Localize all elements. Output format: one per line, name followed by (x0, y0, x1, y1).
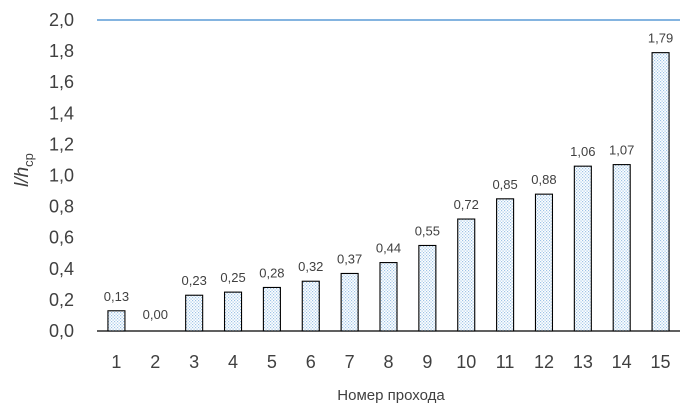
x-tick-label: 13 (573, 352, 593, 372)
data-label: 0,25 (220, 270, 245, 285)
data-label: 0,28 (259, 265, 284, 280)
x-tick-label: 6 (306, 352, 316, 372)
data-label: 0,85 (492, 177, 517, 192)
data-label: 0,88 (531, 172, 556, 187)
bar (497, 199, 514, 331)
data-label: 0,32 (298, 259, 323, 274)
y-tick-label: 1,2 (49, 134, 74, 154)
data-label: 1,07 (609, 143, 634, 158)
y-tick-label: 2,0 (49, 10, 74, 30)
data-label: 0,37 (337, 251, 362, 266)
y-axis-title-subscript: ср (21, 153, 36, 167)
data-label: 1,06 (570, 144, 595, 159)
bar (380, 263, 397, 331)
bar (574, 166, 591, 331)
x-tick-label: 5 (267, 352, 277, 372)
data-label: 0,00 (143, 307, 168, 322)
x-tick-label: 10 (456, 352, 476, 372)
x-tick-label: 11 (496, 352, 515, 372)
bar (535, 194, 552, 331)
bar (341, 273, 358, 331)
y-axis-title: l/hср (12, 153, 36, 187)
x-tick-label: 15 (651, 352, 671, 372)
bar (302, 281, 319, 331)
bar (613, 165, 630, 331)
y-tick-label: 1,0 (49, 166, 74, 186)
data-label: 0,55 (415, 223, 440, 238)
y-tick-label: 0,8 (49, 197, 74, 217)
x-tick-label: 7 (345, 352, 355, 372)
x-tick-label: 3 (189, 352, 199, 372)
bars (108, 53, 669, 331)
x-tick-label: 2 (150, 352, 160, 372)
x-tick-label: 9 (422, 352, 432, 372)
y-axis-title-main: l/h (12, 167, 33, 187)
data-label: 0,44 (376, 241, 401, 256)
y-tick-label: 0,0 (49, 321, 74, 341)
y-tick-label: 0,4 (49, 259, 74, 279)
x-tick-label: 1 (111, 352, 121, 372)
data-label: 0,13 (104, 289, 129, 304)
x-axis-title: Номер прохода (337, 387, 445, 404)
bar (419, 245, 436, 331)
bar (458, 219, 475, 331)
y-tick-label: 0,6 (49, 228, 74, 248)
y-tick-label: 1,8 (49, 41, 74, 61)
bar (108, 311, 125, 331)
x-tick-label: 8 (383, 352, 393, 372)
x-tick-label: 12 (534, 352, 554, 372)
y-tick-label: 0,2 (49, 290, 74, 310)
bar (652, 53, 669, 331)
bar (225, 292, 242, 331)
y-tick-label: 1,6 (49, 72, 74, 92)
x-axis-tick-labels: 1 2 3 4 5 6 7 8 9 10 11 12 13 14 15 (111, 352, 670, 372)
bar (186, 295, 203, 331)
x-tick-label: 14 (612, 352, 632, 372)
data-label: 1,79 (648, 31, 673, 46)
data-label: 0,23 (182, 273, 207, 288)
bar (263, 287, 280, 331)
y-tick-label: 1,4 (49, 103, 74, 123)
x-tick-label: 4 (228, 352, 238, 372)
y-axis-tick-labels: 0,0 0,2 0,4 0,6 0,8 1,0 1,2 1,4 1,6 1,8 2,0 (49, 10, 74, 341)
data-label: 0,72 (454, 197, 479, 212)
